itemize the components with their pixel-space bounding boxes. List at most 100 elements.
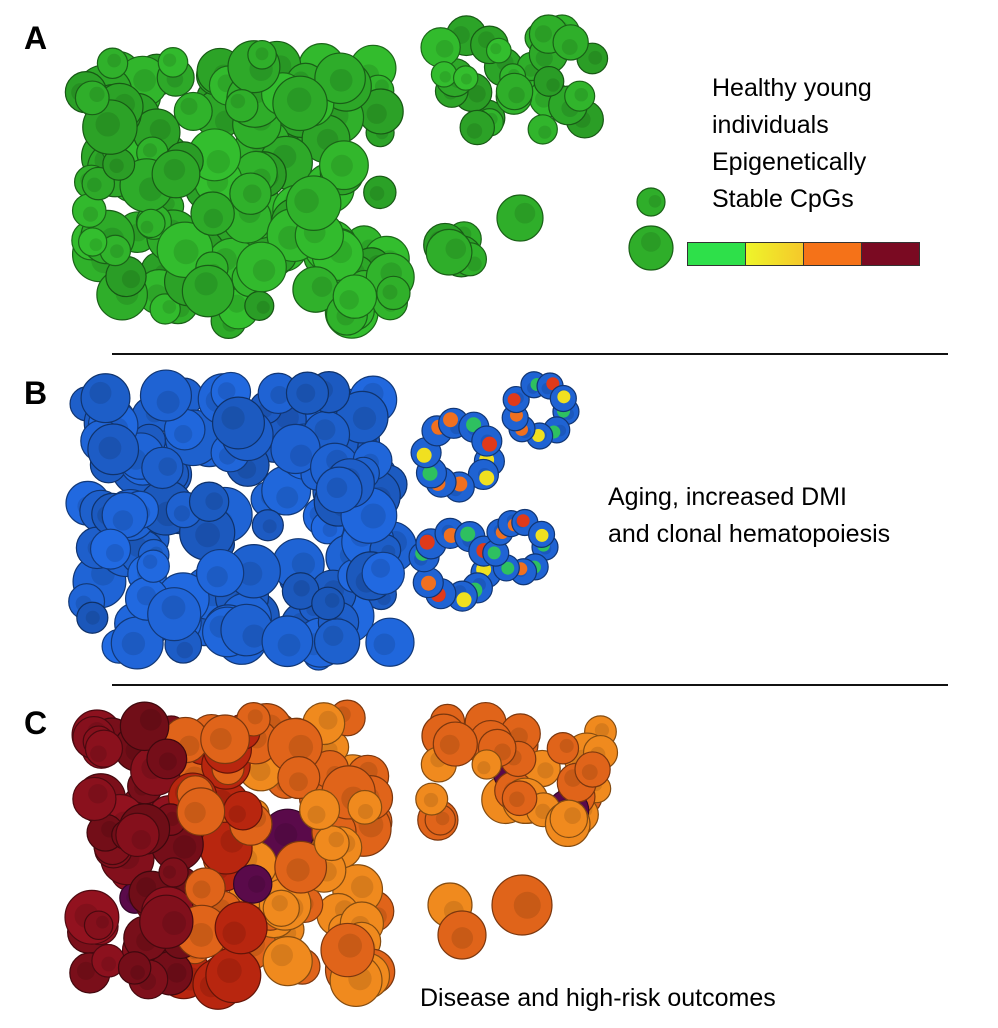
disease-cell-texture xyxy=(564,807,581,825)
disease-cell-texture xyxy=(88,784,108,804)
hotspot xyxy=(557,390,571,404)
blue-cell-texture xyxy=(142,554,158,569)
panel-a-text-line: Epigenetically xyxy=(712,148,867,176)
panel-a-text: Healthy young individuals Epigenetically… xyxy=(712,70,872,218)
blue-cell-texture xyxy=(352,406,377,431)
green-cell-texture xyxy=(445,238,467,260)
green-cell-texture xyxy=(89,238,103,252)
disease-cell-texture xyxy=(435,811,450,826)
green-cell-texture xyxy=(87,177,102,193)
disease-cell-texture xyxy=(101,956,116,972)
hotspot xyxy=(479,470,495,486)
green-cell-texture xyxy=(256,300,270,314)
disease-cell-texture xyxy=(288,734,314,760)
disease-cell-texture xyxy=(509,791,525,808)
disease-cell-texture xyxy=(537,762,554,779)
disease-cell-texture xyxy=(477,761,491,775)
green-cell-texture xyxy=(574,87,588,102)
disease-cell-texture xyxy=(217,958,242,983)
green-cell-texture xyxy=(142,143,158,158)
disease-cell-texture xyxy=(166,963,187,983)
blue-cell-texture xyxy=(206,566,228,588)
disease-cell-texture xyxy=(248,875,266,893)
green-cell-texture xyxy=(109,158,124,173)
blue-cell-texture xyxy=(173,505,190,522)
disease-cell-texture xyxy=(184,801,206,824)
blue-cell-texture xyxy=(270,385,289,405)
blue-cell-texture xyxy=(217,382,236,400)
disease-cell-texture xyxy=(307,805,326,824)
blue-cell-texture xyxy=(205,492,224,511)
green-cell-texture xyxy=(329,68,353,92)
green-cell-texture xyxy=(82,206,99,222)
disease-cell-texture xyxy=(172,835,197,859)
disease-cell-texture xyxy=(559,738,574,753)
hotspot xyxy=(535,528,549,542)
blue-cell-texture xyxy=(121,631,146,656)
panel-c-text-line: Disease and high-risk outcomes xyxy=(420,984,776,1012)
blue-cell-texture xyxy=(360,503,386,529)
green-cell-texture xyxy=(162,53,177,67)
green-cell-texture xyxy=(180,97,198,115)
blue-cell-texture xyxy=(195,522,220,548)
blue-cell-texture xyxy=(105,544,124,562)
blue-cell-texture xyxy=(176,641,193,659)
green-cell-texture xyxy=(242,184,262,204)
panel-c-text: Disease and high-risk outcomes xyxy=(420,980,776,1017)
color-scale-bar xyxy=(687,242,920,266)
blue-cell-texture xyxy=(373,633,396,656)
hotspot xyxy=(487,546,501,560)
green-cell-texture xyxy=(490,43,502,55)
disease-cell-texture xyxy=(162,865,176,879)
blue-cell-texture xyxy=(326,477,348,499)
green-cell-texture xyxy=(149,119,171,141)
green-cell-texture xyxy=(460,73,472,85)
green-cell-texture xyxy=(648,194,662,208)
blue-cell-texture xyxy=(158,457,177,476)
disease-cell-texture xyxy=(130,965,145,980)
hotspot xyxy=(421,575,437,591)
green-cell-texture xyxy=(330,154,353,177)
disease-cell-texture xyxy=(289,772,308,792)
disease-cell-texture xyxy=(76,961,95,980)
disease-cell-texture xyxy=(513,891,541,919)
blue-cell-texture xyxy=(238,561,263,586)
disease-cell-texture xyxy=(247,709,263,725)
blue-cell-texture xyxy=(262,519,277,534)
disease-cell-texture xyxy=(139,708,162,731)
hotspot xyxy=(422,465,438,481)
green-cell-texture xyxy=(110,244,124,259)
hotspot xyxy=(456,592,472,608)
disease-cell-texture xyxy=(581,764,598,781)
panel-a-label: A xyxy=(24,20,48,56)
green-cell-texture xyxy=(203,208,224,229)
green-cell-texture xyxy=(286,87,312,112)
green-cell-texture xyxy=(535,49,553,67)
divider-b-c xyxy=(112,684,948,686)
disease-cell-texture xyxy=(439,734,460,755)
disease-cell-texture xyxy=(338,933,363,958)
disease-cell-texture xyxy=(222,921,246,945)
blue-cell-texture xyxy=(323,625,344,646)
blue-cell-texture xyxy=(314,419,336,441)
panel-b-text-line: and clonal hematopoiesis xyxy=(608,520,891,548)
green-cell-texture xyxy=(206,150,230,174)
green-cell-texture xyxy=(439,71,451,83)
panel-b-text: Aging, increased DMI and clonal hematopo… xyxy=(608,479,890,553)
divider-a-b xyxy=(112,353,948,355)
disease-cell-texture xyxy=(189,923,214,947)
blue-cell-texture xyxy=(98,436,122,460)
green-cell-texture xyxy=(173,239,199,265)
hotspot xyxy=(546,377,560,391)
green-cell-texture xyxy=(162,300,177,314)
disease-cell-texture xyxy=(209,728,232,750)
disease-cell-texture xyxy=(158,752,177,771)
blue-cell-texture xyxy=(174,424,193,444)
hotspot xyxy=(501,561,515,575)
panel-a-text-line: individuals xyxy=(712,111,829,139)
green-cell-texture xyxy=(230,93,246,109)
green-cell-texture xyxy=(121,270,141,289)
blue-cell-texture xyxy=(221,406,245,430)
green-cell-texture xyxy=(538,125,552,139)
color-scale-orange xyxy=(804,243,862,265)
